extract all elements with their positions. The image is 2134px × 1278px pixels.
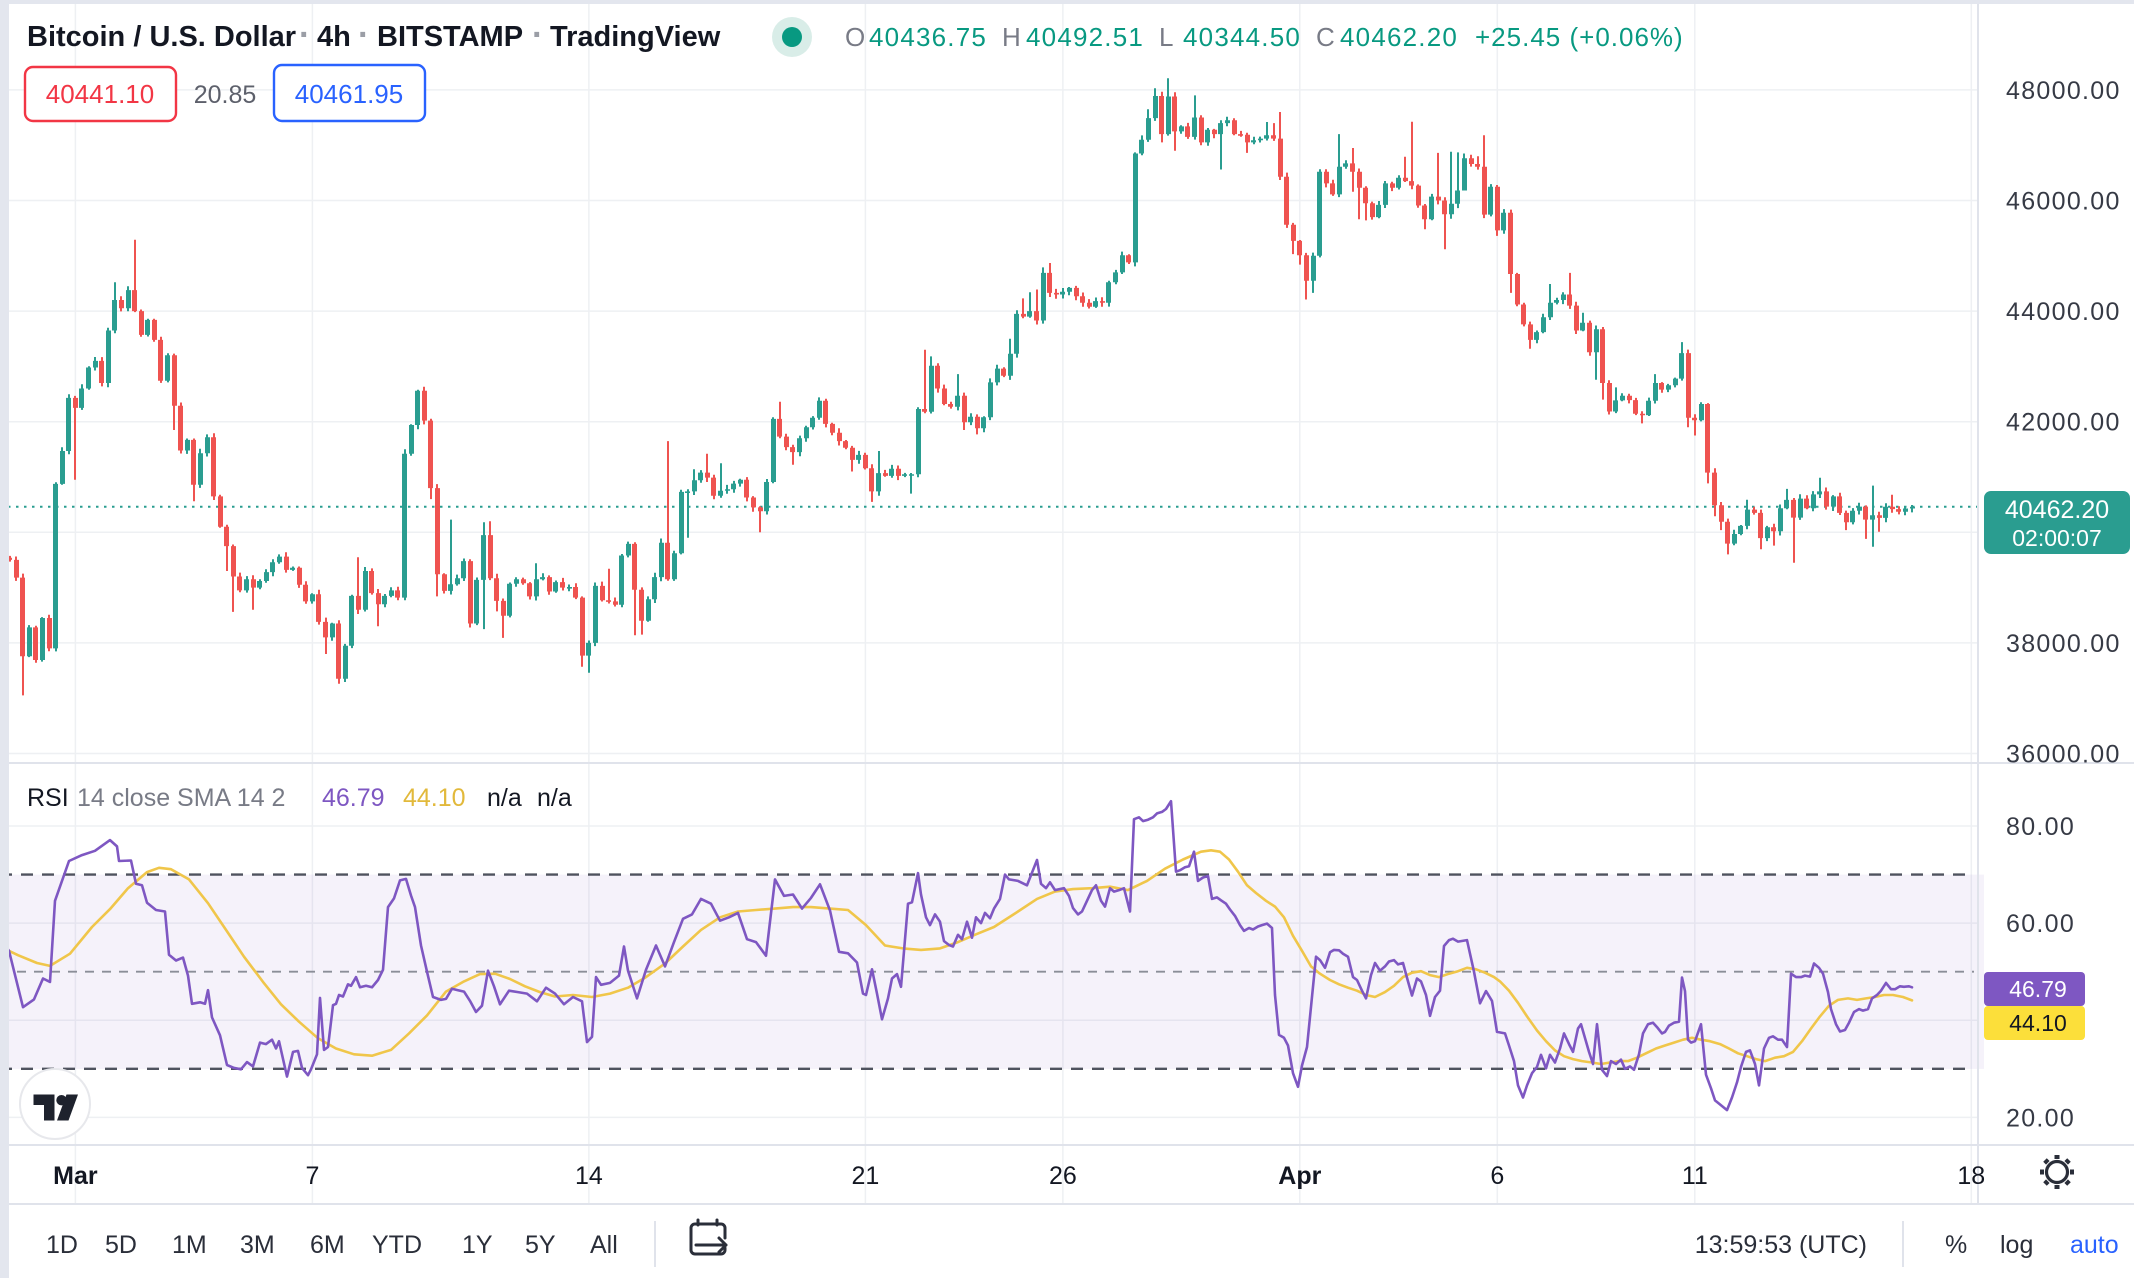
svg-text:auto: auto [2070, 1231, 2119, 1259]
svg-text:36000.00: 36000.00 [2006, 741, 2121, 769]
svg-text:·: · [358, 16, 369, 54]
svg-text:RSI: RSI [27, 784, 69, 812]
svg-text:42000.00: 42000.00 [2006, 409, 2121, 437]
svg-text:40461.95: 40461.95 [295, 79, 403, 109]
svg-text:44000.00: 44000.00 [2006, 298, 2121, 326]
svg-text:BITSTAMP: BITSTAMP [377, 21, 523, 53]
svg-text:1Y: 1Y [462, 1231, 493, 1259]
svg-text:TradingView: TradingView [550, 21, 721, 53]
svg-text:All: All [590, 1231, 618, 1259]
svg-text:14 close SMA 14 2: 14 close SMA 14 2 [77, 784, 285, 812]
svg-text:38000.00: 38000.00 [2006, 630, 2121, 658]
svg-text:YTD: YTD [372, 1231, 422, 1259]
svg-text:H: H [1002, 22, 1021, 52]
svg-text:·: · [299, 16, 310, 54]
svg-text:21: 21 [851, 1162, 879, 1190]
svg-text:6M: 6M [310, 1231, 345, 1259]
svg-text:3M: 3M [240, 1231, 275, 1259]
svg-text:n/a: n/a [487, 784, 522, 812]
svg-text:40492.51: 40492.51 [1026, 22, 1144, 52]
svg-text:13:59:53 (UTC): 13:59:53 (UTC) [1695, 1231, 1867, 1259]
svg-text:40441.10: 40441.10 [46, 79, 154, 109]
svg-text:46.79: 46.79 [2009, 976, 2067, 1002]
svg-text:40344.50: 40344.50 [1183, 22, 1301, 52]
svg-text:18: 18 [1957, 1162, 1985, 1190]
svg-text:14: 14 [575, 1162, 603, 1190]
svg-text:+25.45 (+0.06%): +25.45 (+0.06%) [1475, 22, 1684, 52]
svg-text:20.85: 20.85 [194, 81, 257, 109]
svg-text:Bitcoin / U.S. Dollar: Bitcoin / U.S. Dollar [27, 21, 296, 53]
svg-text:02:00:07: 02:00:07 [2012, 525, 2102, 551]
svg-text:7: 7 [305, 1162, 319, 1190]
svg-text:40462.20: 40462.20 [1340, 22, 1458, 52]
svg-text:5D: 5D [105, 1231, 137, 1259]
svg-text:44.10: 44.10 [403, 784, 466, 812]
svg-text:1D: 1D [46, 1231, 78, 1259]
svg-text:40462.20: 40462.20 [2005, 496, 2109, 524]
svg-text:1M: 1M [172, 1231, 207, 1259]
svg-text:Apr: Apr [1278, 1162, 1321, 1190]
svg-text:11: 11 [1682, 1162, 1708, 1190]
svg-text:·: · [532, 16, 543, 54]
svg-text:L: L [1159, 22, 1173, 52]
svg-text:log: log [2000, 1231, 2033, 1259]
svg-text:20.00: 20.00 [2006, 1104, 2075, 1132]
svg-text:44.10: 44.10 [2009, 1010, 2067, 1036]
svg-text:46000.00: 46000.00 [2006, 188, 2121, 216]
svg-text:Mar: Mar [53, 1162, 98, 1190]
svg-text:%: % [1945, 1231, 1967, 1259]
svg-text:26: 26 [1049, 1162, 1077, 1190]
svg-text:4h: 4h [317, 21, 351, 53]
svg-text:O: O [845, 22, 865, 52]
svg-text:5Y: 5Y [525, 1231, 556, 1259]
svg-text:C: C [1316, 22, 1335, 52]
svg-text:46.79: 46.79 [322, 784, 385, 812]
svg-text:60.00: 60.00 [2006, 910, 2075, 938]
svg-text:80.00: 80.00 [2006, 813, 2075, 841]
svg-text:48000.00: 48000.00 [2006, 77, 2121, 105]
svg-text:40436.75: 40436.75 [869, 22, 987, 52]
svg-text:n/a: n/a [537, 784, 572, 812]
svg-text:6: 6 [1490, 1162, 1504, 1190]
